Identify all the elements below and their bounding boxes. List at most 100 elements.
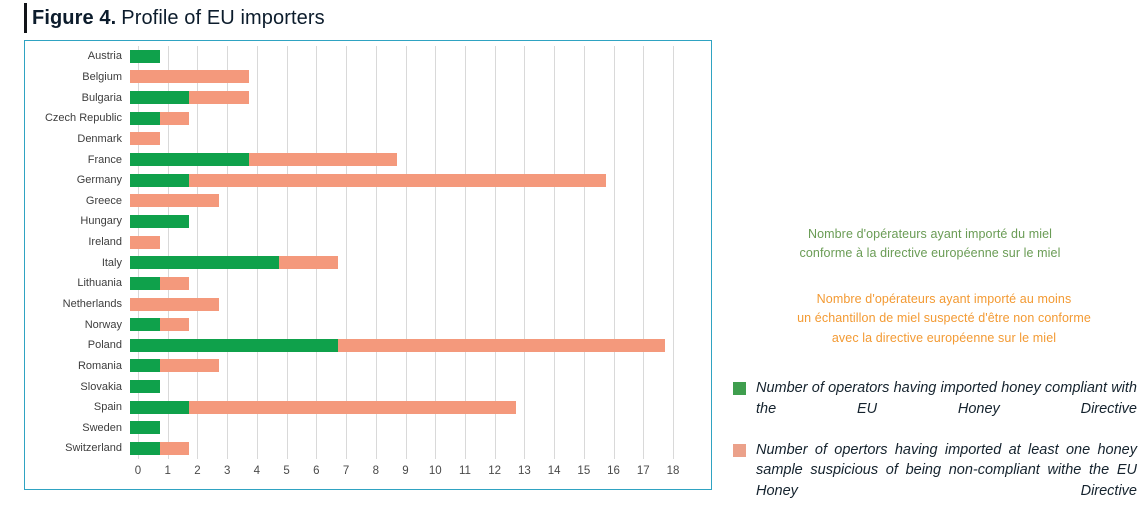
category-label: Slovakia <box>80 380 122 393</box>
bar-suspicious <box>130 194 220 208</box>
bar-track <box>130 173 665 187</box>
table-row: Ireland <box>25 232 711 252</box>
gridline-x0 <box>138 46 139 459</box>
x-tick-label: 8 <box>372 465 379 477</box>
x-tick-label: 18 <box>666 465 680 477</box>
figure-title-number: Figure 4. <box>32 6 117 29</box>
gridline-x11 <box>464 46 466 459</box>
bar-compliant <box>130 91 190 105</box>
table-row: Germany <box>25 170 711 190</box>
table-row: Bulgaria <box>25 88 711 108</box>
bar-compliant <box>130 276 160 290</box>
legend-label: Number of opertors having imported at le… <box>756 441 1137 499</box>
gridline-x10 <box>435 46 437 459</box>
bar-compliant <box>130 153 249 167</box>
gridline-x4 <box>256 46 258 459</box>
bar-suspicious <box>130 132 160 146</box>
x-tick-label: 1 <box>164 465 171 477</box>
bar-compliant <box>130 49 160 63</box>
x-tick-label: 5 <box>283 465 290 477</box>
gridline-x14 <box>554 46 556 459</box>
bar-suspicious <box>338 338 665 352</box>
x-tick-label: 0 <box>134 465 142 477</box>
bar-track <box>130 111 665 125</box>
bar-track <box>130 400 665 414</box>
bar-track <box>130 70 665 84</box>
bar-track <box>130 380 665 394</box>
category-label: Czech Republic <box>44 112 122 125</box>
gridline-x9 <box>405 46 407 459</box>
legend-label: Number of operators having imported hone… <box>756 380 1137 417</box>
bar-compliant <box>130 111 160 125</box>
gridline-x7 <box>346 46 348 459</box>
table-row: Romania <box>25 356 711 376</box>
bar-track <box>130 421 665 435</box>
gridline-x8 <box>375 46 377 459</box>
category-label: Spain <box>93 401 122 414</box>
table-row: Switzerland <box>25 438 711 458</box>
gridline-x3 <box>227 46 229 459</box>
legend: Number of operators having imported hone… <box>733 378 1137 522</box>
bar-track <box>130 276 665 290</box>
bar-suspicious <box>189 400 517 414</box>
category-label: Denmark <box>77 132 122 145</box>
category-label: Italy <box>101 256 122 269</box>
gridline-x16 <box>613 46 615 459</box>
category-label: Austria <box>87 50 122 63</box>
gridline-x12 <box>494 46 496 459</box>
gridline-x6 <box>316 46 318 459</box>
bar-track <box>130 359 665 373</box>
x-tick-label: 2 <box>194 465 201 477</box>
legend-item: Number of opertors having imported at le… <box>733 440 1137 522</box>
x-tick-label: 14 <box>547 465 561 477</box>
bar-suspicious <box>159 111 190 125</box>
annotation-fr-suspicious: Nombre d'opérateurs ayant importé au moi… <box>797 292 1091 345</box>
figure-title: Figure 4. Profile of EU importers <box>24 3 325 33</box>
x-tick-label: 7 <box>342 465 350 477</box>
bar-suspicious <box>159 359 220 373</box>
category-label: Norway <box>84 318 122 331</box>
category-label: Belgium <box>82 70 122 83</box>
bar-track <box>130 235 665 249</box>
x-tick-label: 12 <box>488 465 502 477</box>
bar-suspicious <box>159 441 190 455</box>
table-row: Sweden <box>25 418 711 438</box>
category-label: Romania <box>77 359 122 372</box>
x-tick-label: 11 <box>458 465 471 477</box>
x-tick-label: 16 <box>607 465 620 477</box>
bar-track <box>130 91 665 105</box>
gridline-x5 <box>286 46 288 459</box>
category-label: Ireland <box>88 236 122 249</box>
table-row: Greece <box>25 191 711 211</box>
gridline-x2 <box>197 46 199 459</box>
bar-compliant <box>130 214 190 228</box>
category-label: Sweden <box>82 421 122 434</box>
bar-track <box>130 132 665 146</box>
bar-suspicious <box>130 70 249 84</box>
category-label: Lithuania <box>77 277 122 290</box>
bar-suspicious <box>278 256 339 270</box>
bar-track <box>130 194 665 208</box>
table-row: Denmark <box>25 129 711 149</box>
category-label: Switzerland <box>65 442 122 455</box>
bar-track <box>130 297 665 311</box>
table-row: Italy <box>25 253 711 273</box>
bar-compliant <box>130 256 279 270</box>
gridlines <box>138 46 674 459</box>
table-row: Czech Republic <box>25 108 711 128</box>
table-row: Poland <box>25 335 711 355</box>
table-row: Slovakia <box>25 377 711 397</box>
gridline-x13 <box>524 46 526 459</box>
x-tick-label: 15 <box>577 465 591 477</box>
bar-compliant <box>130 359 160 373</box>
bar-track <box>130 214 665 228</box>
bar-compliant <box>130 318 160 332</box>
bar-track <box>130 256 665 270</box>
bar-suspicious <box>159 318 190 332</box>
table-row: Spain <box>25 397 711 417</box>
bar-track <box>130 49 665 63</box>
table-row: Hungary <box>25 211 711 231</box>
bar-track <box>130 338 665 352</box>
annotation-fr-compliant: Nombre d'opérateurs ayant importé du mie… <box>799 227 1061 261</box>
x-axis: 0 1 2 3 4 5 6 7 8 9 10 11 12 13 14 15 16 17 18 <box>134 465 680 481</box>
